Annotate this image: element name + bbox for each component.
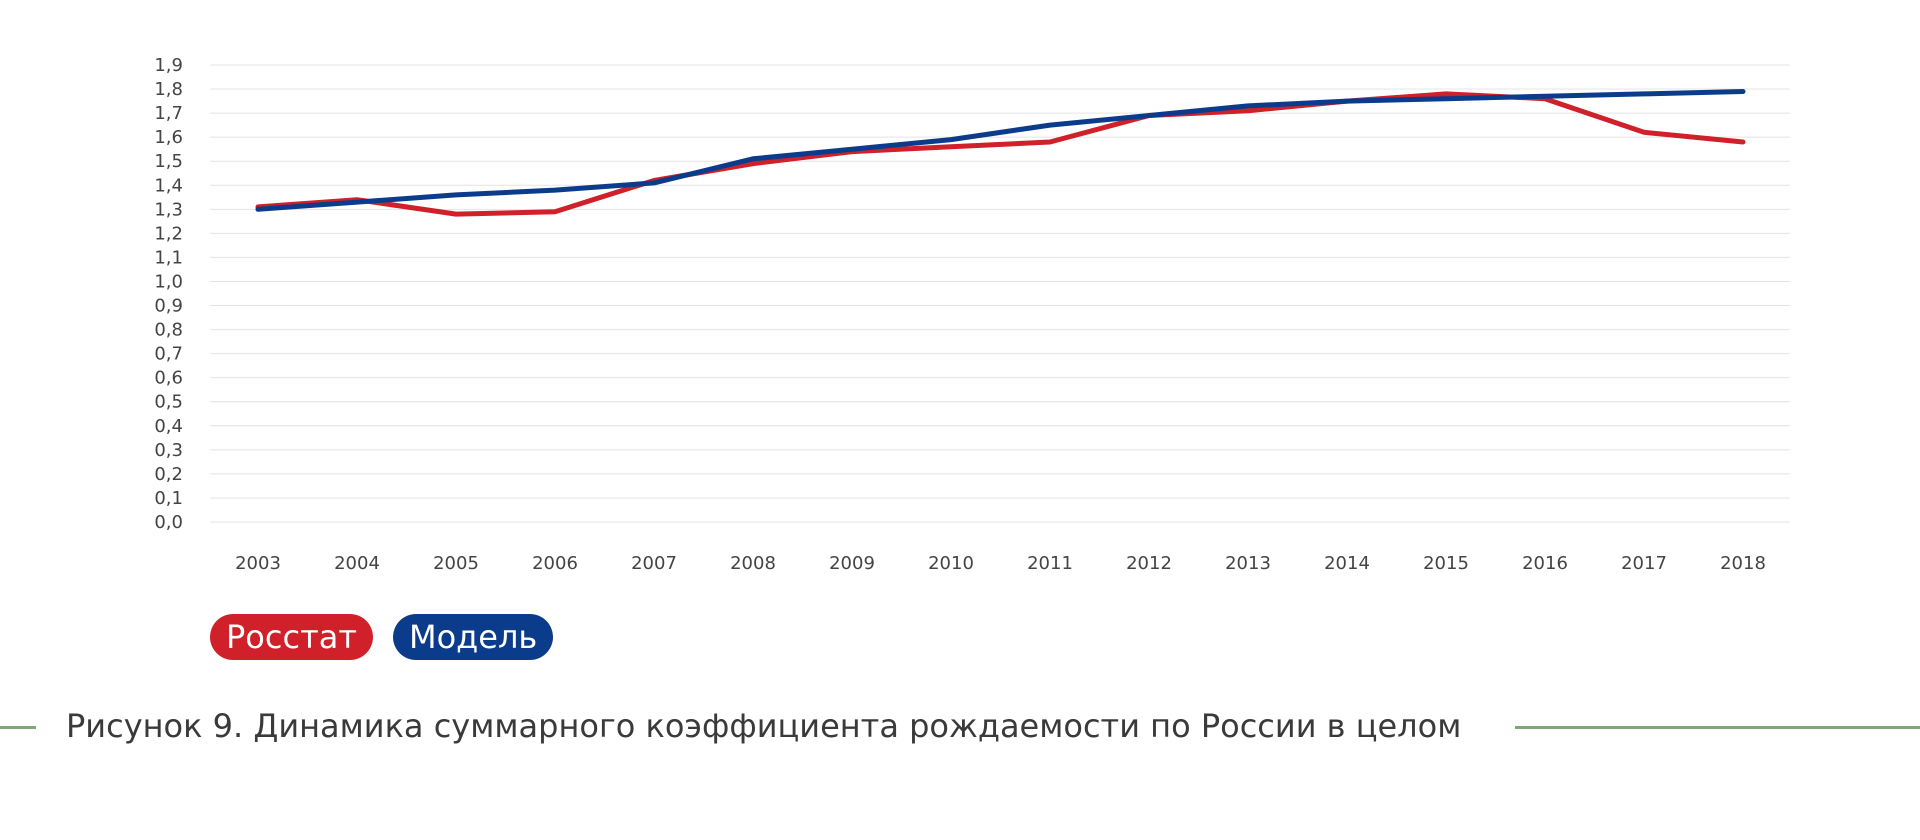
series-line-model [255, 89, 1746, 212]
x-tick-label: 2016 [1522, 553, 1568, 574]
x-tick-label: 2013 [1225, 553, 1271, 574]
y-tick-label: 0,0 [154, 512, 183, 533]
y-tick-label: 1,8 [154, 79, 183, 100]
x-tick-label: 2018 [1720, 553, 1766, 574]
x-tick-label: 2014 [1324, 553, 1370, 574]
y-tick-label: 1,6 [154, 127, 183, 148]
y-tick-label: 0,3 [154, 440, 183, 461]
y-tick-label: 0,6 [154, 368, 183, 389]
x-tick-label: 2005 [433, 553, 479, 574]
x-tick-label: 2015 [1423, 553, 1469, 574]
y-tick-label: 1,5 [154, 151, 183, 172]
y-tick-label: 0,1 [154, 488, 183, 509]
x-axis-ticks: 2003 2004 2005 2006 2007 2008 2009 2010 2011 2012… [235, 553, 1766, 574]
x-tick-label: 2007 [631, 553, 677, 574]
y-tick-label: 1,0 [154, 271, 183, 292]
caption-divider-left [0, 726, 36, 729]
x-tick-label: 2003 [235, 553, 281, 574]
y-tick-label: 0,2 [154, 464, 183, 485]
x-tick-label: 2010 [928, 553, 974, 574]
y-tick-label: 1,1 [154, 247, 183, 268]
x-tick-label: 2011 [1027, 553, 1073, 574]
y-tick-label: 1,2 [154, 223, 183, 244]
y-axis-ticks: 0,0 0,1 0,2 0,3 0,4 0,5 0,6 0,7 0,8 0,9 1,0 1,1 1,2 1… [154, 55, 183, 533]
legend-item-rosstat[interactable]: Росстат [210, 614, 373, 660]
y-tick-label: 0,4 [154, 416, 183, 437]
y-tick-label: 0,8 [154, 320, 183, 341]
figure-caption: Рисунок 9. Динамика суммарного коэффицие… [66, 707, 1462, 745]
y-tick-label: 0,9 [154, 296, 183, 317]
legend: Росстат Модель [210, 614, 554, 660]
y-tick-label: 1,3 [154, 199, 183, 220]
y-tick-label: 1,7 [154, 103, 183, 124]
x-tick-label: 2008 [730, 553, 776, 574]
x-tick-label: 2017 [1621, 553, 1667, 574]
x-tick-label: 2009 [829, 553, 875, 574]
y-tick-label: 0,5 [154, 392, 183, 413]
y-tick-label: 0,7 [154, 344, 183, 365]
x-tick-label: 2006 [532, 553, 578, 574]
y-tick-label: 1,4 [154, 175, 183, 196]
gridlines [210, 64, 1790, 523]
y-tick-label: 1,9 [154, 55, 183, 76]
x-tick-label: 2004 [334, 553, 380, 574]
series-lines [255, 89, 1746, 217]
caption-divider-right [1515, 726, 1920, 729]
legend-item-model[interactable]: Модель [392, 614, 554, 660]
x-tick-label: 2012 [1126, 553, 1172, 574]
